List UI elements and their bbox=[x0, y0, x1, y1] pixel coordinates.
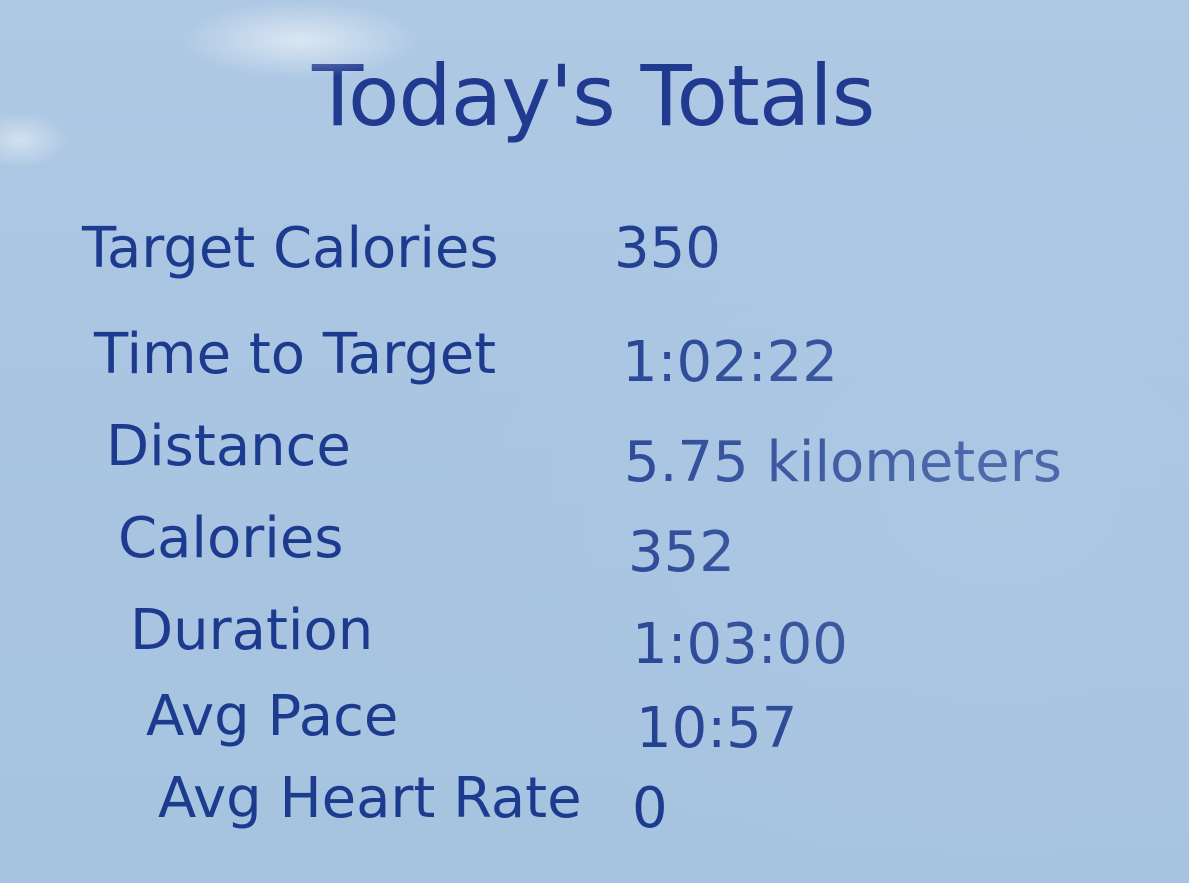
avg-pace-value: 10:57 bbox=[636, 696, 798, 761]
time-to-target-value: 1:02:22 bbox=[622, 330, 838, 395]
target-calories-label: Target Calories bbox=[82, 216, 499, 281]
calories-label: Calories bbox=[118, 506, 344, 571]
distance-label: Distance bbox=[106, 414, 351, 479]
avg-heart-rate-label: Avg Heart Rate bbox=[158, 766, 582, 831]
target-calories-value: 350 bbox=[614, 216, 721, 281]
avg-pace-label: Avg Pace bbox=[146, 684, 399, 749]
duration-value: 1:03:00 bbox=[632, 612, 848, 677]
duration-label: Duration bbox=[130, 598, 374, 663]
avg-heart-rate-value: 0 bbox=[632, 776, 668, 841]
time-to-target-label: Time to Target bbox=[94, 322, 497, 387]
calories-value: 352 bbox=[628, 520, 735, 585]
page-title: Today's Totals bbox=[312, 47, 875, 145]
distance-value: 5.75 kilometers bbox=[624, 430, 1062, 495]
